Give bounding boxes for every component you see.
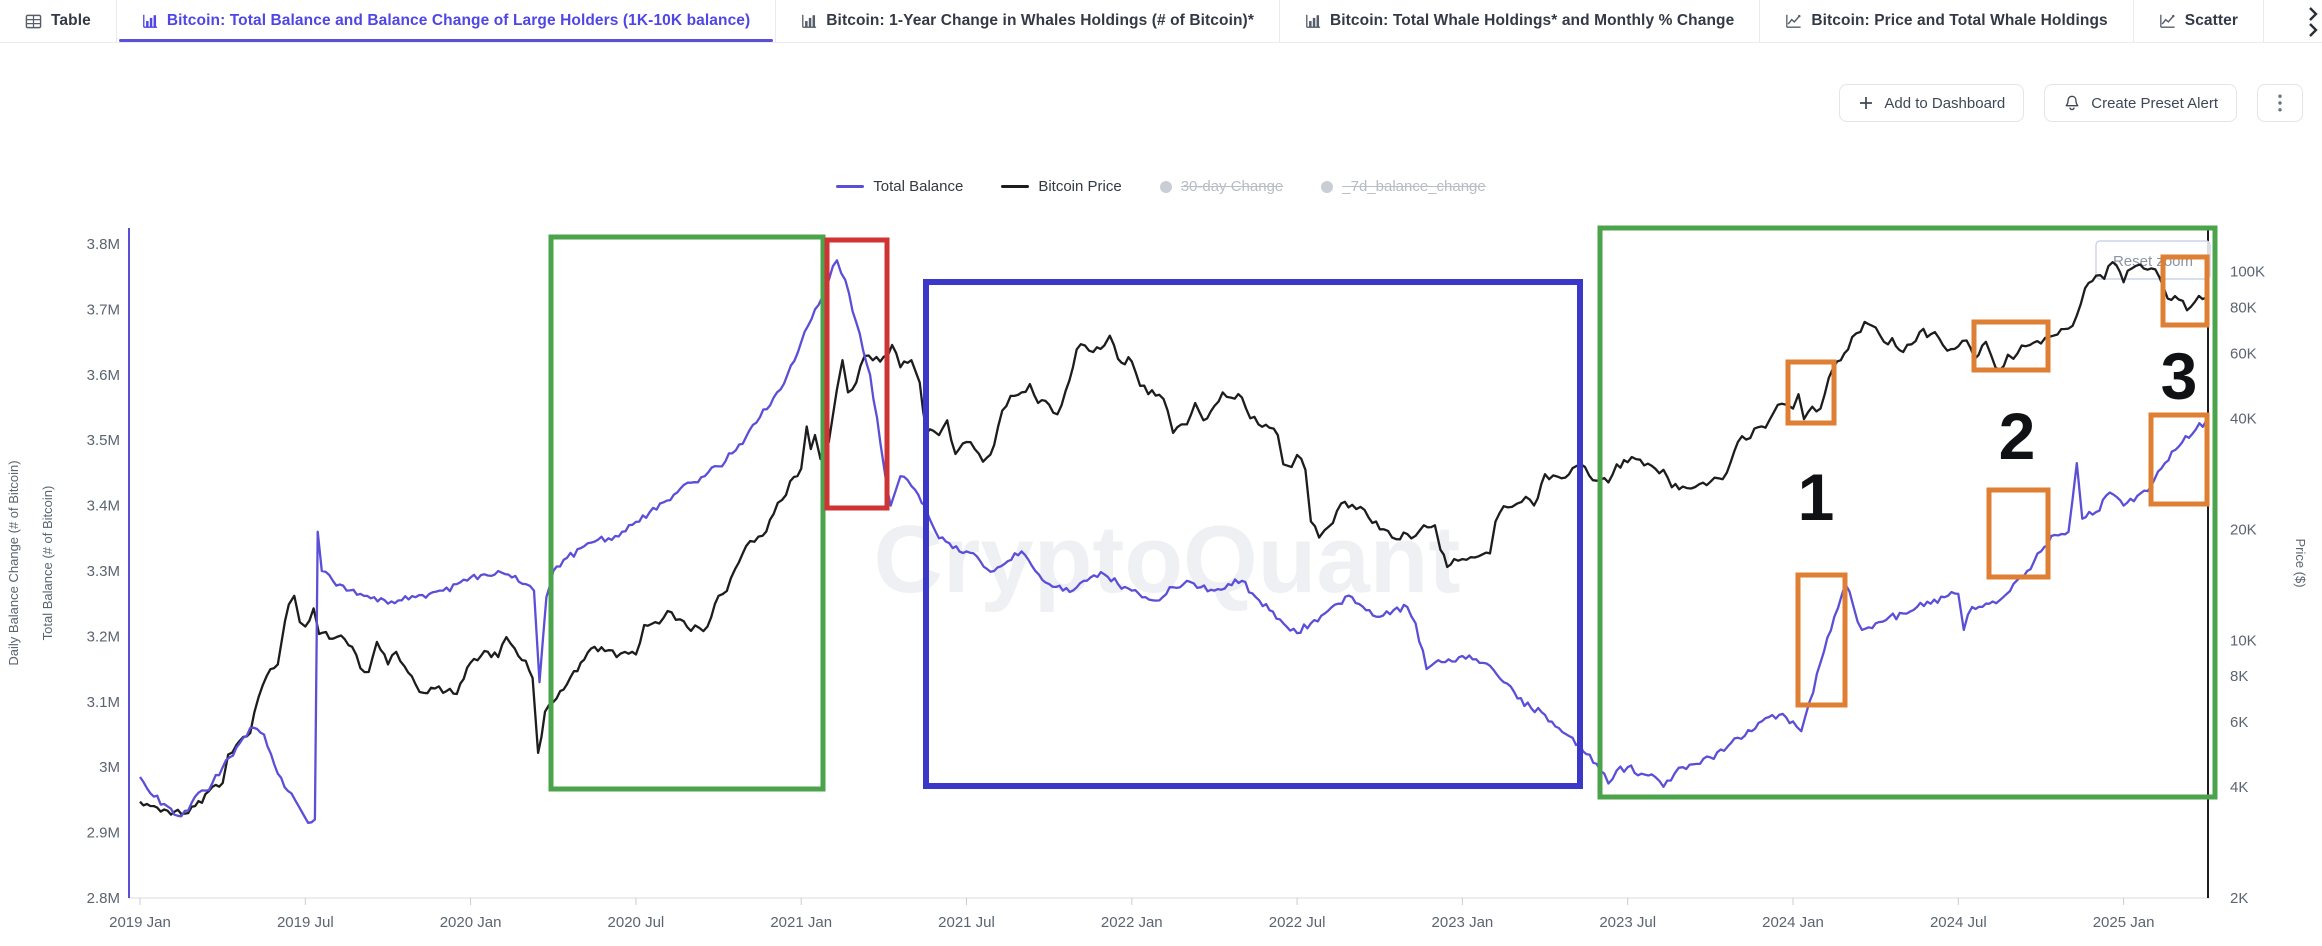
left-axis-tick-label: 3.4M	[87, 498, 120, 515]
add-to-dashboard-label: Add to Dashboard	[1884, 94, 2006, 112]
legend-item-total-balance[interactable]: Total Balance	[836, 178, 963, 195]
plus-icon	[1860, 97, 1873, 109]
x-axis-tick-label: 2021 Jul	[938, 914, 995, 931]
x-axis-tick-label: 2019 Jan	[109, 914, 171, 931]
orange-box-price-3	[2160, 254, 2210, 328]
right-axis-tick-label: 6K	[2230, 714, 2248, 731]
right-axis-tick-label: 8K	[2230, 668, 2248, 685]
orange-box-balance-2	[1986, 487, 2051, 580]
orange-box-balance-3	[2148, 412, 2210, 507]
green-box-2023-2025	[1597, 225, 2218, 800]
x-axis-tick-label: 2025 Jan	[2093, 914, 2155, 931]
tab-bitcoin-1-year-change-in-whales-holdings[interactable]: Bitcoin: 1-Year Change in Whales Holding…	[776, 0, 1280, 42]
blue-box-2021-2023	[923, 279, 1583, 789]
x-axis-tick-label: 2024 Jan	[1762, 914, 1824, 931]
annotation-number-1: 1	[1798, 460, 1835, 534]
cryptoquant-watermark: CryptoQuant	[874, 506, 1461, 613]
left-axis-tick-label: 2.8M	[87, 890, 120, 907]
more-options-button[interactable]	[2257, 84, 2303, 122]
legend-label: Bitcoin Price	[1038, 178, 1122, 195]
tab-scatter[interactable]: Scatter	[2134, 0, 2265, 42]
right-axis-tick-label: 60K	[2230, 345, 2257, 362]
left-axis-tick-label: 3.3M	[87, 563, 120, 580]
tab-label: Table	[51, 12, 91, 29]
tab-label: Bitcoin: Price and Total Whale Holdings	[1811, 12, 2108, 29]
legend-item--7d-balance-change[interactable]: _7d_balance_change	[1321, 178, 1486, 195]
tab-bitcoin-total-whale-holdings-and-monthly[interactable]: Bitcoin: Total Whale Holdings* and Month…	[1280, 0, 1761, 42]
create-preset-alert-button[interactable]: Create Preset Alert	[2044, 84, 2237, 122]
tab-overflow-sliver[interactable]	[2306, 4, 2320, 40]
line-chart-icon	[1786, 14, 1801, 28]
x-axis-tick-label: 2022 Jan	[1101, 914, 1163, 931]
x-axis-tick-label: 2021 Jan	[770, 914, 832, 931]
price-axis-title: Price ($)	[2293, 538, 2308, 587]
bell-icon	[2065, 95, 2079, 111]
legend-line-swatch	[1001, 185, 1030, 188]
left-axis-tick-label: 3.2M	[87, 628, 120, 645]
legend-label: _7d_balance_change	[1342, 178, 1486, 195]
chart-tab-bar: Table Bitcoin: Total Balance and Balance …	[0, 0, 2322, 43]
left-axis-tick-label: 3.8M	[87, 236, 120, 253]
x-axis-tick-label: 2020 Jan	[440, 914, 502, 931]
annotation-number-2: 2	[1999, 399, 2036, 473]
left-axis-tick-label: 3.6M	[87, 367, 120, 384]
right-axis-tick-label: 4K	[2230, 779, 2248, 796]
series-bitcoin-price	[139, 261, 2207, 816]
left-axis-tick-label: 2.9M	[87, 825, 120, 842]
orange-box-price-2	[1971, 319, 2051, 373]
left-axis-tick-label: 3.5M	[87, 432, 120, 449]
right-axis-tick-label: 2K	[2230, 890, 2248, 907]
legend-circle-swatch	[1159, 180, 1172, 193]
green-box-2020-accumulation	[548, 234, 826, 792]
table-icon	[25, 14, 42, 28]
left-axis-tick-label: 3.7M	[87, 301, 120, 318]
right-axis-tick-label: 80K	[2230, 299, 2257, 316]
tab-label: Bitcoin: Total Whale Holdings* and Month…	[1329, 12, 1735, 29]
legend-label: Total Balance	[873, 178, 964, 195]
daily-balance-change-axis-title: Daily Balance Change (# of Bitcoin)	[6, 460, 21, 665]
x-axis-tick-label: 2022 Jul	[1269, 914, 1326, 931]
series-total-balance	[139, 259, 2208, 824]
tab-label: Scatter	[2184, 12, 2239, 29]
tab-label: Bitcoin: 1-Year Change in Whales Holding…	[826, 12, 1254, 29]
annotation-number-3: 3	[2161, 339, 2198, 413]
x-axis-tick-label: 2019 Jul	[277, 914, 334, 931]
orange-box-price-1	[1785, 359, 1837, 426]
right-axis-tick-label: 100K	[2230, 264, 2265, 281]
bar-chart-icon	[142, 14, 157, 28]
legend-circle-swatch	[1321, 180, 1334, 193]
x-axis-tick-label: 2024 Jul	[1930, 914, 1987, 931]
chart-legend: Total Balance Bitcoin Price 30-day Change _…	[0, 178, 2322, 195]
right-axis-tick-label: 10K	[2230, 632, 2257, 649]
left-axis-tick-label: 3M	[99, 759, 120, 776]
kebab-menu-icon	[2278, 94, 2282, 112]
orange-box-balance-1	[1795, 572, 1848, 708]
right-axis-tick-label: 20K	[2230, 521, 2257, 538]
legend-item-bitcoin-price[interactable]: Bitcoin Price	[1001, 178, 1122, 195]
total-balance-axis-title: Total Balance (# of Bitcoin)	[40, 486, 55, 641]
left-axis-tick-label: 3.1M	[87, 694, 120, 711]
red-box-2021-top	[824, 237, 890, 511]
tab-table[interactable]: Table	[0, 0, 117, 42]
legend-label: 30-day Change	[1180, 178, 1284, 195]
legend-line-swatch	[836, 185, 865, 188]
tab-label: Bitcoin: Total Balance and Balance Chang…	[166, 12, 751, 29]
right-axis-tick-label: 40K	[2230, 410, 2257, 427]
x-axis-tick-label: 2023 Jul	[1599, 914, 1656, 931]
tab-bitcoin-price-and-total-whale-holdings[interactable]: Bitcoin: Price and Total Whale Holdings	[1760, 0, 2134, 42]
chart-toolbar: Add to Dashboard Create Preset Alert	[1839, 84, 2303, 122]
legend-item-30-day-change[interactable]: 30-day Change	[1159, 178, 1284, 195]
tab-bitcoin-total-balance-and-balance-change[interactable]: Bitcoin: Total Balance and Balance Chang…	[117, 0, 777, 42]
bar-chart-icon	[802, 14, 817, 28]
reset-zoom-button[interactable]	[2095, 240, 2211, 280]
bar-chart-icon	[1306, 14, 1321, 28]
x-axis-tick-label: 2023 Jan	[1432, 914, 1494, 931]
create-preset-alert-label: Create Preset Alert	[2091, 94, 2218, 112]
x-axis-tick-label: 2020 Jul	[608, 914, 665, 931]
line-chart-icon	[2159, 14, 2175, 28]
add-to-dashboard-button[interactable]: Add to Dashboard	[1839, 84, 2025, 122]
